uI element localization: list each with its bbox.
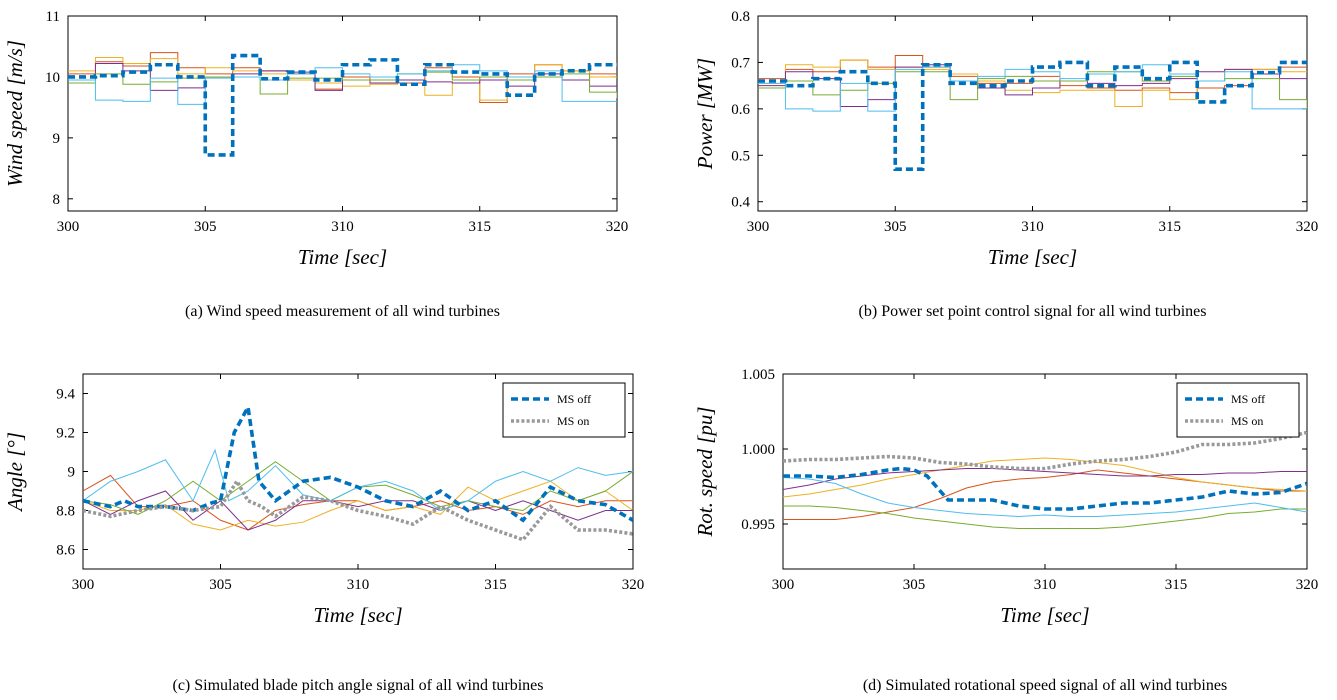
panel-b: 300 305 310 315 320 0.4 0.5 0.6 0.7 0.8 Time [sec]… <box>690 0 1337 342</box>
x-tick-label: 320 <box>1296 219 1319 235</box>
series-line-4 <box>783 468 1307 490</box>
x-tick-label: 320 <box>1296 577 1319 593</box>
x-tick-label: 315 <box>484 577 507 593</box>
series-line-5 <box>783 505 1307 529</box>
y-axis-label: Angle [°] <box>3 432 27 513</box>
y-tick-label: 9.2 <box>56 426 75 442</box>
y-tick-label: 8 <box>53 192 61 208</box>
series-line-3 <box>83 480 633 531</box>
series-line-4 <box>83 490 633 531</box>
x-tick-label: 310 <box>1034 577 1057 593</box>
figure-caption: (c) Simulated blade pitch angle signal o… <box>172 677 543 694</box>
y-axis-label: Wind speed [m/s] <box>3 40 27 187</box>
x-tick-label: 300 <box>747 219 770 235</box>
x-axis-label: Time [sec] <box>988 245 1077 269</box>
x-tick-label: 310 <box>331 219 354 235</box>
y-tick-label: 9.4 <box>56 387 75 403</box>
legend-label: MS off <box>1231 392 1265 406</box>
legend-label: MS off <box>557 392 591 406</box>
x-tick-label: 315 <box>1165 577 1188 593</box>
x-tick-label: 305 <box>903 577 926 593</box>
x-tick-label: 310 <box>1021 219 1044 235</box>
series-line-6 <box>83 448 633 512</box>
y-tick-label: 0.995 <box>741 517 775 533</box>
y-tick-label: 0.5 <box>731 148 750 164</box>
x-axis-label: Time [sec] <box>298 245 387 269</box>
x-tick-label: 310 <box>347 577 370 593</box>
x-axis-label: Time [sec] <box>313 603 402 627</box>
legend-label: MS on <box>557 414 589 428</box>
panel-d: 300 305 310 315 320 0.995 1.000 1.005 Time [sec]… <box>690 358 1337 700</box>
y-axis-label: Power [MW] <box>693 58 717 170</box>
series-line-3 <box>758 64 1307 108</box>
x-tick-label: 305 <box>209 577 232 593</box>
chart-c-svg: 300 305 310 315 320 8.6 8.8 9 9.2 9.4 Time [sec] An… <box>3 373 645 694</box>
y-tick-label: 0.4 <box>731 195 750 211</box>
series-ms-on <box>83 477 633 542</box>
legend-box <box>502 382 626 438</box>
x-tick-label: 300 <box>772 577 795 593</box>
x-tick-label: 300 <box>72 577 95 593</box>
x-axis-label: Time [sec] <box>1000 603 1089 627</box>
legend-box <box>1176 382 1300 438</box>
x-tick-label: 305 <box>884 219 907 235</box>
y-tick-label: 1.000 <box>741 442 775 458</box>
x-tick-label: 300 <box>57 219 80 235</box>
figure-caption: (b) Power set point control signal for a… <box>859 303 1207 320</box>
y-tick-label: 0.7 <box>731 55 750 71</box>
series-line-0 <box>68 53 617 157</box>
y-tick-label: 10 <box>45 70 60 86</box>
figure-caption: (a) Wind speed measurement of all wind t… <box>185 303 500 320</box>
y-tick-label: 8.6 <box>56 543 75 559</box>
series-line-2 <box>83 474 633 531</box>
x-tick-label: 305 <box>194 219 217 235</box>
chart-d-svg: 300 305 310 315 320 0.995 1.000 1.005 Time [sec]… <box>693 367 1319 694</box>
x-tick-label: 315 <box>1159 219 1182 235</box>
series-line-2 <box>783 469 1307 520</box>
series-line-3 <box>68 63 617 91</box>
series-ms-on <box>783 430 1307 471</box>
panel-c: 300 305 310 315 320 8.6 8.8 9 9.2 9.4 Time [sec] An… <box>0 358 647 700</box>
y-tick-label: 1.005 <box>741 367 775 383</box>
y-tick-label: 0.8 <box>731 9 750 25</box>
y-tick-label: 0.6 <box>731 102 750 118</box>
chart-b-svg: 300 305 310 315 320 0.4 0.5 0.6 0.7 0.8 Time [sec]… <box>693 9 1319 320</box>
legend-label: MS on <box>1231 414 1263 428</box>
y-tick-label: 8.8 <box>56 504 75 520</box>
figure-caption: (d) Simulated rotational speed signal of… <box>863 677 1227 694</box>
x-tick-label: 315 <box>469 219 492 235</box>
x-tick-label: 320 <box>622 577 645 593</box>
x-tick-label: 320 <box>606 219 629 235</box>
y-tick-label: 11 <box>46 9 60 25</box>
panel-a: 300 305 310 315 320 8 9 10 11 Time [sec] Wind spee… <box>0 0 647 342</box>
series-line-3 <box>783 457 1307 498</box>
series-line-0 <box>758 60 1307 172</box>
plot-frame <box>67 15 618 212</box>
y-axis-label: Rot. speed [pu] <box>693 406 717 537</box>
chart-a-svg: 300 305 310 315 320 8 9 10 11 Time [sec] Wind spee… <box>3 9 629 320</box>
y-tick-label: 9 <box>53 131 61 147</box>
series-ms-off <box>783 466 1307 511</box>
plot-frame <box>757 15 1308 212</box>
series-line-6 <box>783 477 1307 518</box>
y-tick-label: 9 <box>68 465 76 481</box>
